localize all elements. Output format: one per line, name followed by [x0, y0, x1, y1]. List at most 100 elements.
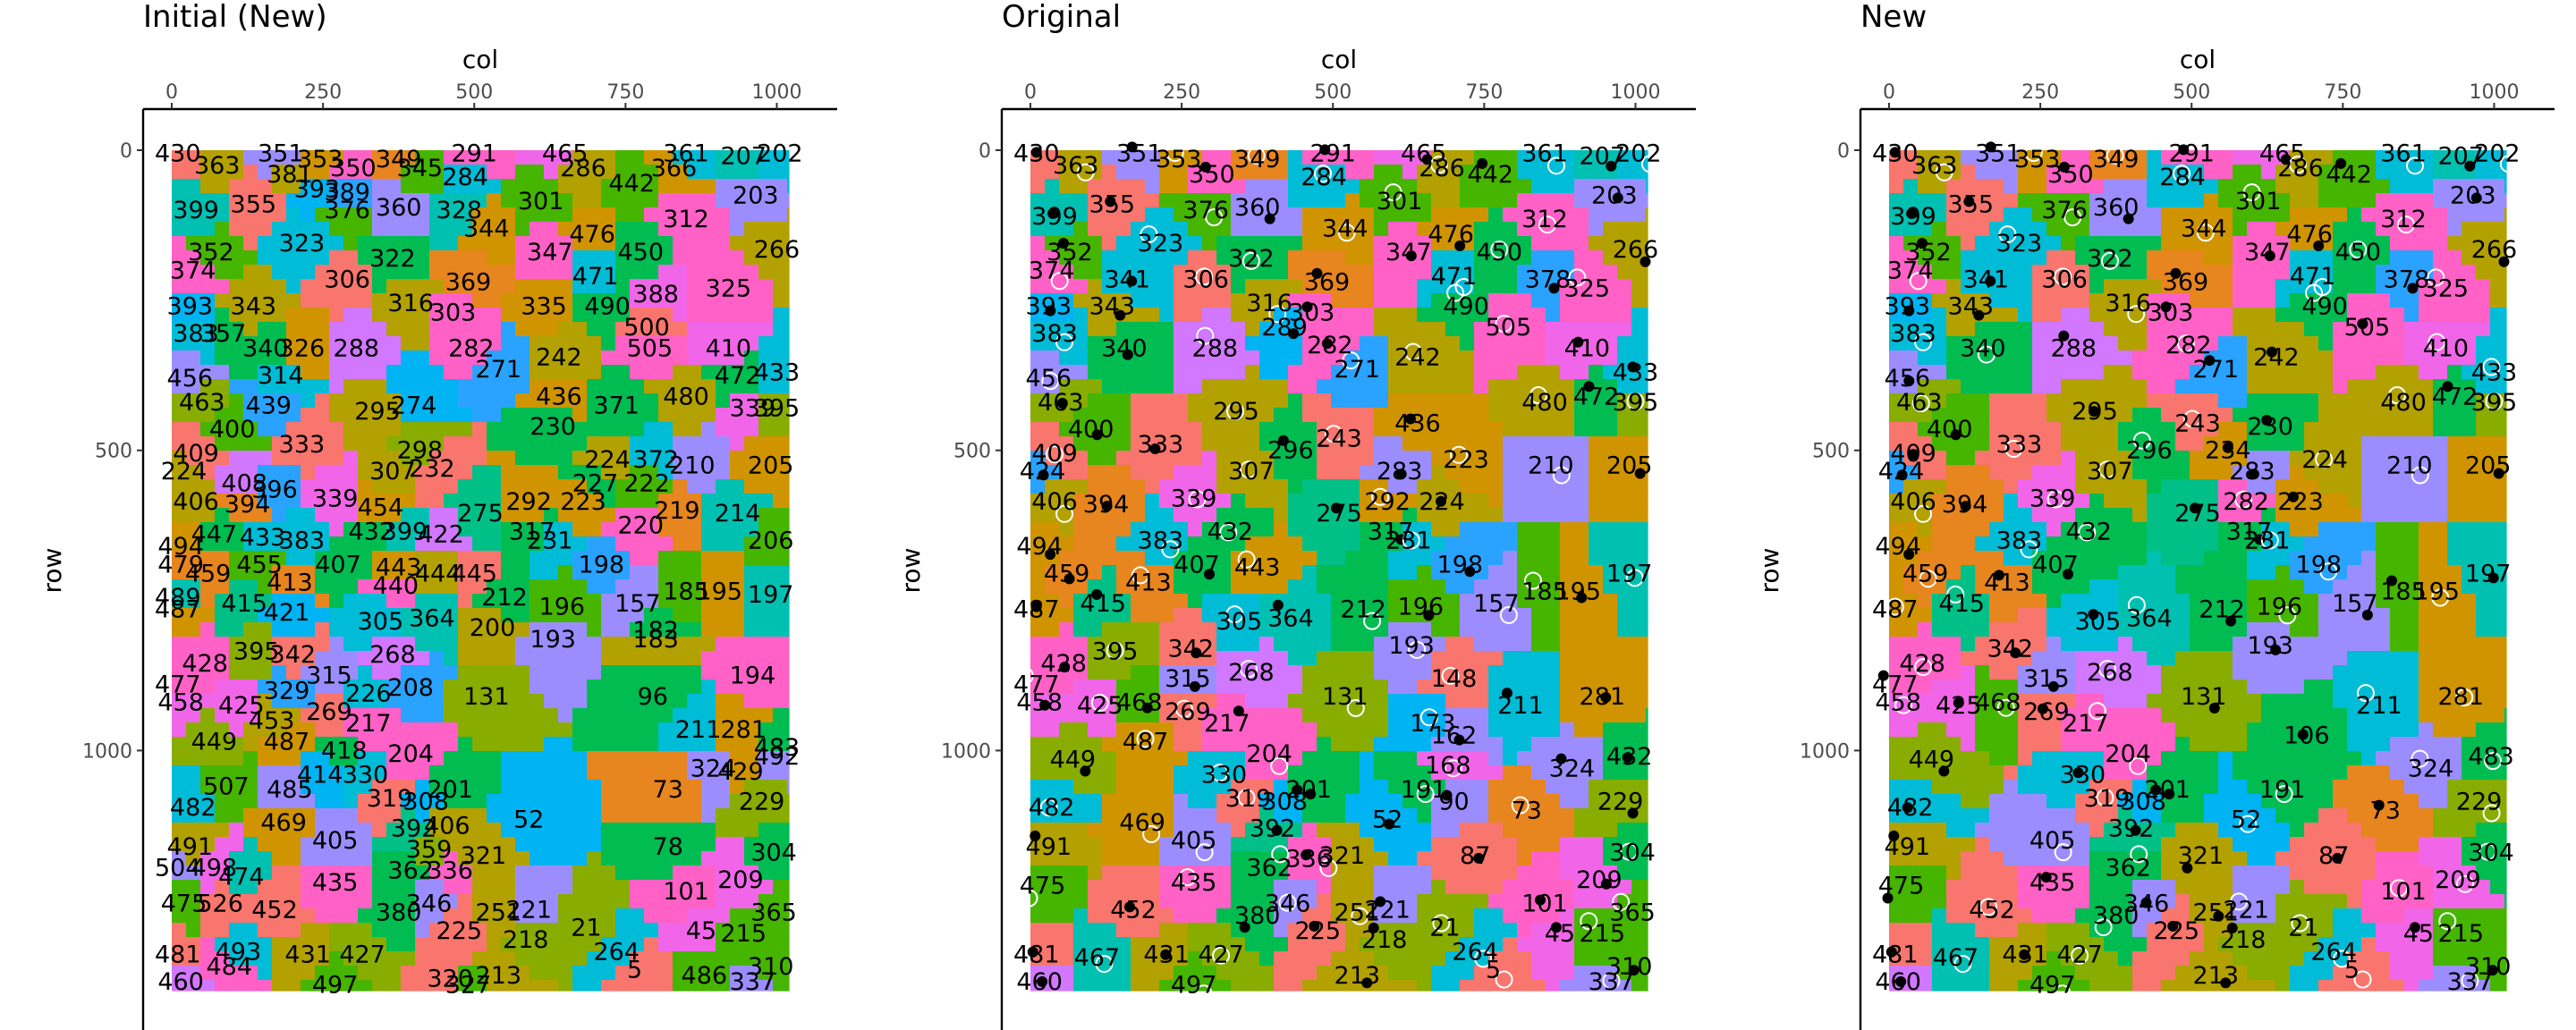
region-label: 500: [623, 314, 670, 342]
region-cell: [243, 637, 258, 652]
region-cell: [615, 494, 631, 509]
region-cell: [1646, 179, 1648, 194]
region-cell: [1116, 408, 1131, 423]
region-cell: [315, 622, 330, 637]
region-cell: [258, 622, 273, 637]
region-cell: [258, 708, 273, 723]
region-cell: [444, 637, 459, 652]
region-cell: [1631, 222, 1647, 237]
region-cell: [243, 465, 258, 480]
region-cell: [286, 651, 301, 666]
region-cell: [615, 436, 631, 452]
region-cell: [572, 193, 588, 208]
region-cell: [558, 279, 573, 294]
region-cell: [630, 765, 645, 781]
region-cell: [1116, 665, 1131, 680]
region-cell: [716, 193, 731, 208]
region-cell: [472, 193, 487, 208]
region-cell: [1603, 622, 1618, 637]
region-cell: [615, 594, 631, 609]
region-cell: [372, 165, 387, 180]
region-cell: [1360, 336, 1375, 351]
region-cell: [343, 479, 359, 494]
region-cell: [1145, 765, 1160, 781]
region-cell: [1216, 193, 1232, 208]
region-cell: [1131, 494, 1146, 509]
region-cell: [1531, 494, 1546, 509]
region-label: 392: [391, 815, 437, 843]
region-cell: [1317, 665, 1332, 680]
region-cell: [229, 851, 244, 866]
region-cell: [1503, 393, 1518, 409]
region-cell: [501, 923, 516, 938]
region-cell: [272, 851, 287, 866]
region-cell: [186, 150, 201, 165]
region-cell: [386, 808, 402, 823]
region-cell: [1088, 222, 1103, 237]
region-cell: [243, 780, 258, 795]
region-cell: [286, 522, 301, 537]
region-cell: [372, 980, 387, 992]
region-cell: [515, 765, 530, 781]
region-cell: [315, 165, 330, 180]
region-cell: [716, 293, 731, 308]
region-cell: [515, 622, 530, 637]
region-cell: [1360, 565, 1375, 580]
region-cell: [401, 694, 416, 709]
region-cell: [1546, 479, 1561, 494]
region-cell: [1431, 393, 1446, 409]
region-cell: [572, 937, 588, 952]
region-cell: [229, 551, 244, 566]
region-cell: [372, 236, 387, 251]
region-cell: [1317, 651, 1332, 666]
region-cell: [701, 365, 716, 380]
region-cell: [301, 951, 316, 967]
region-cell: [658, 708, 674, 723]
region-cell: [429, 722, 445, 738]
region-cell: [200, 880, 216, 895]
region-cell: [1288, 465, 1303, 480]
region-cell: [673, 765, 688, 781]
region-cell: [601, 193, 616, 208]
region-cell: [444, 608, 459, 623]
region-cell: [1116, 365, 1131, 380]
region-cell: [572, 880, 588, 895]
region-cell: [301, 665, 316, 680]
region-cell: [215, 694, 230, 709]
region-cell: [601, 465, 616, 480]
region-cell: [1560, 236, 1575, 251]
region-cell: [229, 265, 244, 280]
region-cell: [1374, 837, 1389, 852]
region-label: 372: [632, 446, 679, 474]
region-cell: [329, 508, 344, 523]
region-cell: [358, 508, 373, 523]
region-cell: [658, 951, 674, 967]
region-cell: [1374, 308, 1389, 323]
region-cell: [444, 894, 459, 909]
region-cell: [272, 680, 287, 695]
region-cell: [787, 665, 790, 680]
region-cell: [1546, 808, 1561, 823]
region-cell: [444, 207, 459, 223]
region-cell: [673, 479, 688, 494]
region-cell: [1460, 336, 1475, 351]
region-cell: [1589, 308, 1604, 323]
region-cell: [372, 880, 387, 895]
region-cell: [758, 479, 774, 494]
region-cell: [186, 966, 201, 981]
region-cell: [687, 494, 702, 509]
region-cell: [172, 551, 187, 566]
region-cell: [730, 479, 745, 494]
region-cell: [200, 608, 216, 623]
region-cell: [386, 751, 402, 766]
region-cell: [1188, 179, 1203, 194]
region-cell: [572, 923, 588, 938]
region-cell: [1188, 536, 1203, 552]
region-cell: [229, 637, 244, 652]
region-cell: [701, 966, 716, 981]
region-cell: [558, 536, 573, 552]
region-cell: [343, 680, 359, 695]
region-cell: [1388, 436, 1403, 452]
region-cell: [744, 837, 759, 852]
region-cell: [172, 751, 187, 766]
